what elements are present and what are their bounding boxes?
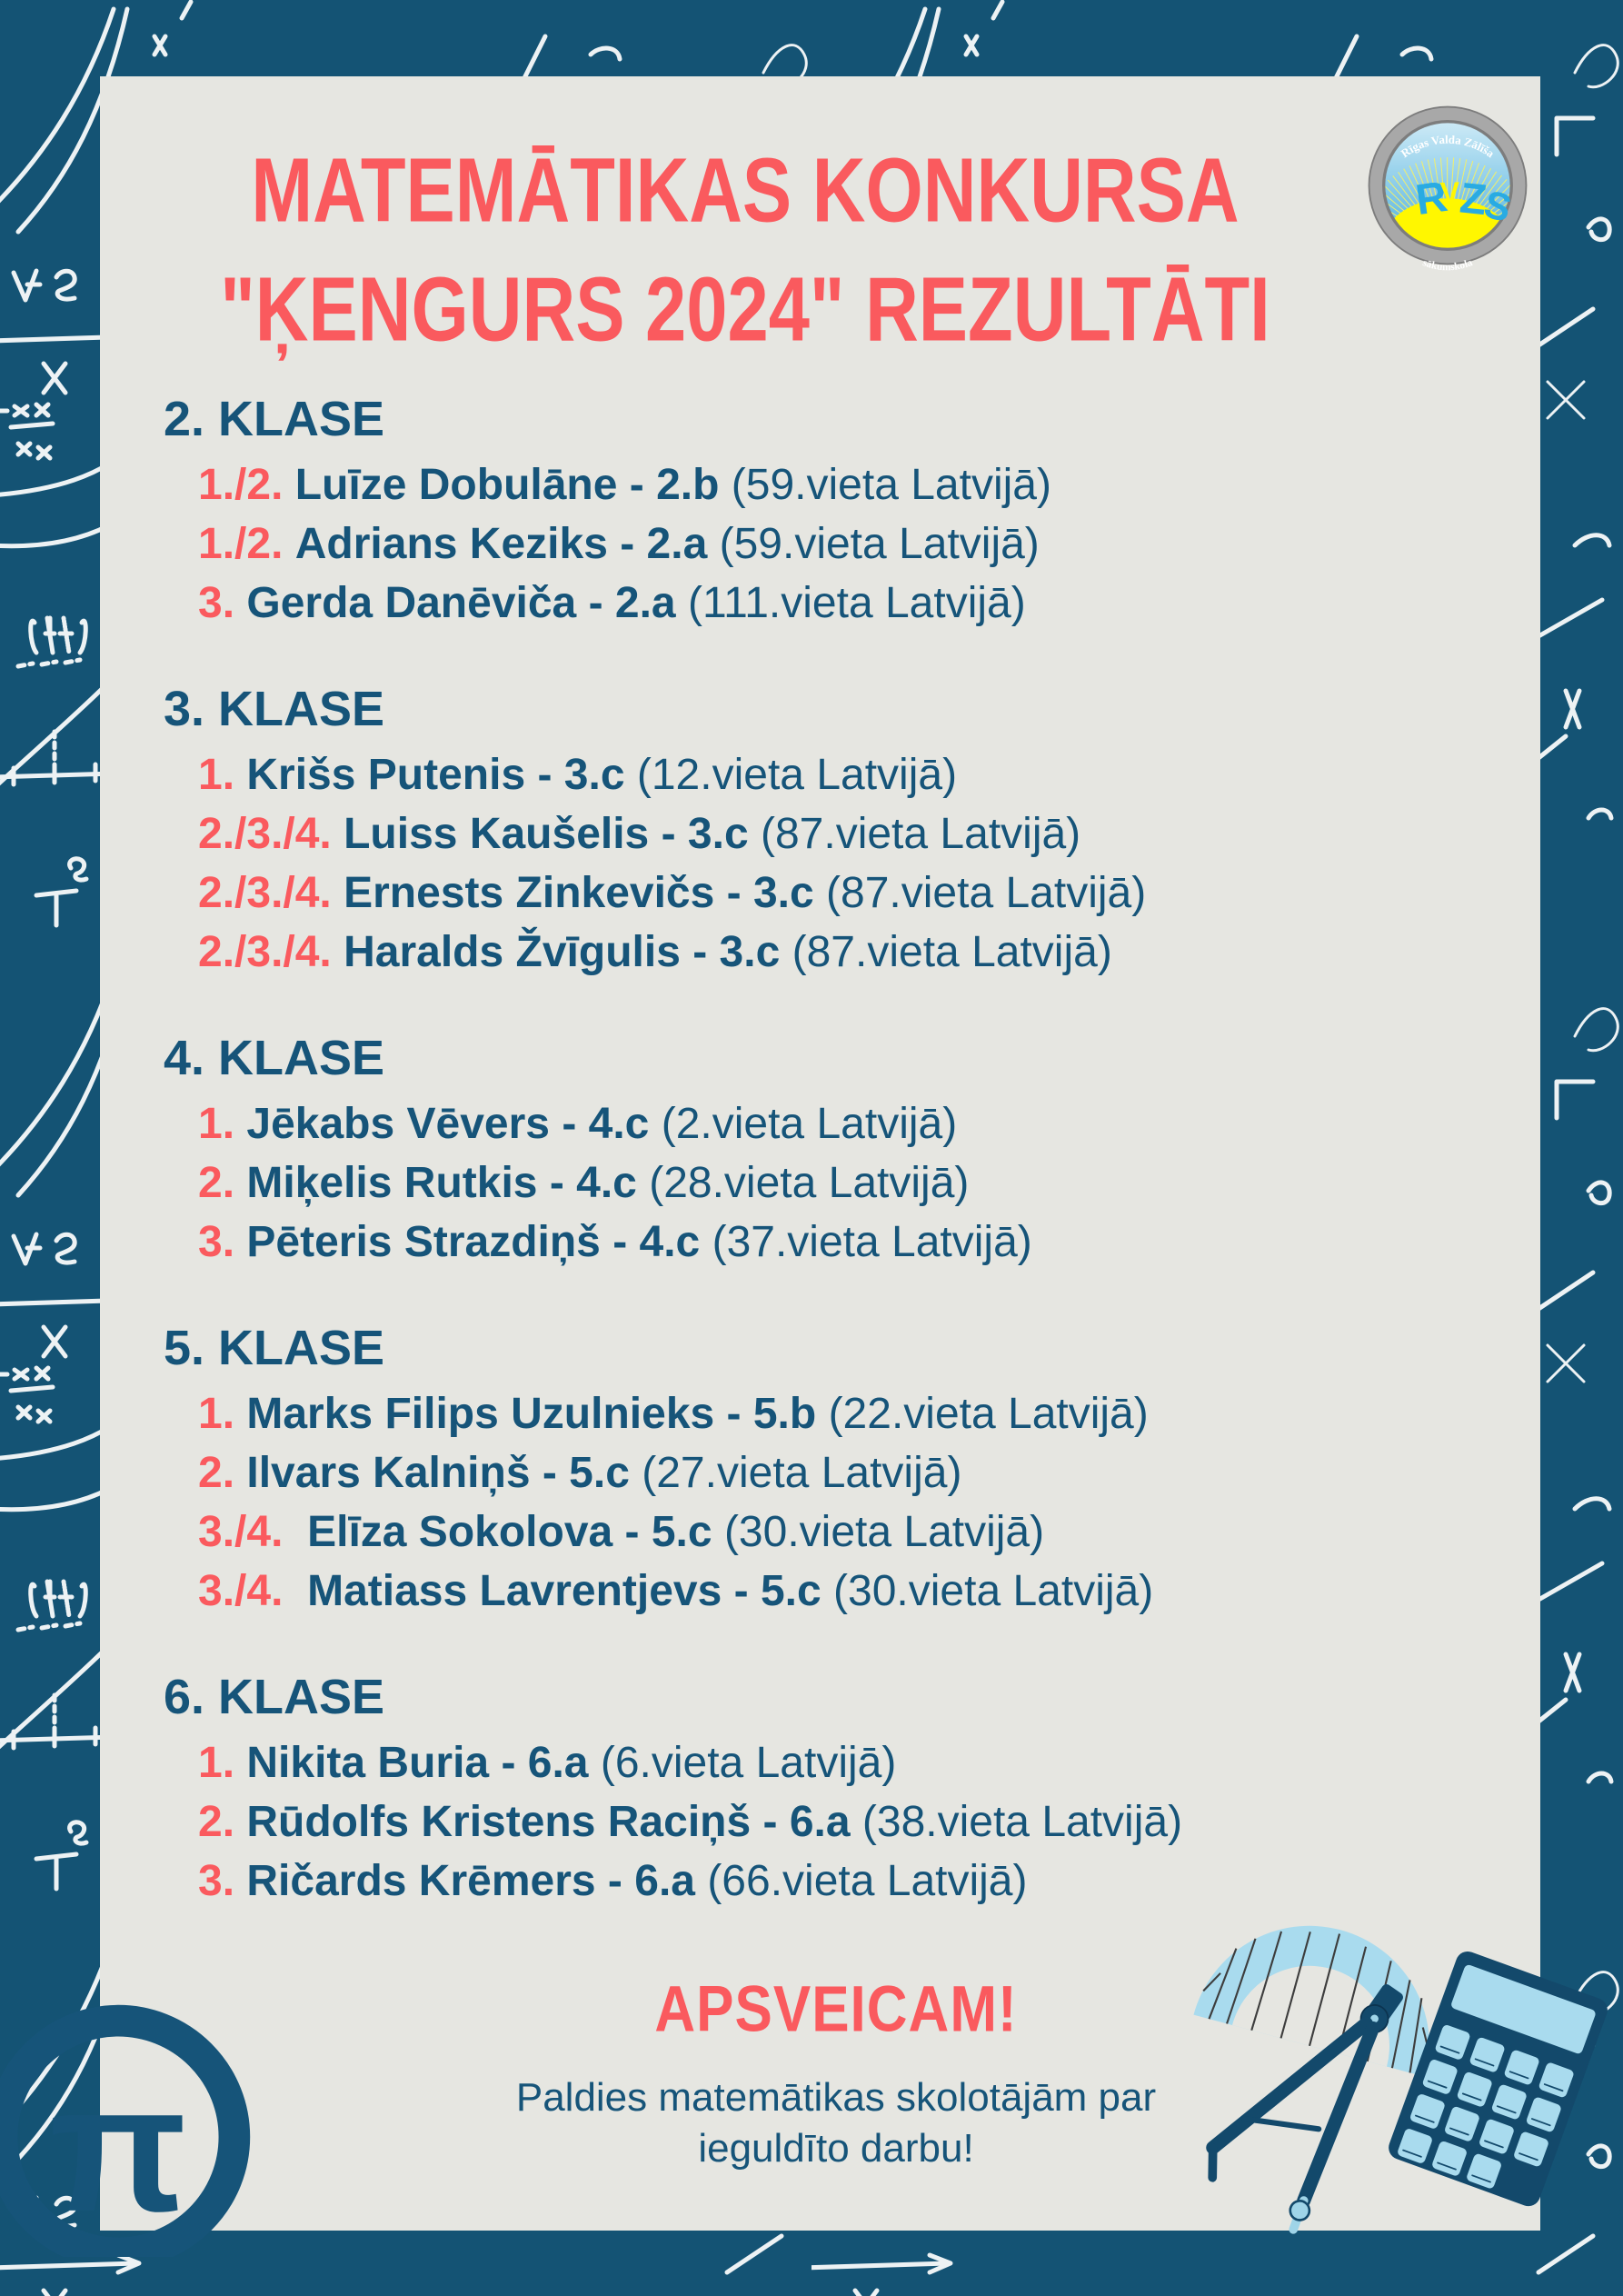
- svg-text:π: π: [49, 2048, 187, 2249]
- svg-text:V: V: [1439, 176, 1460, 210]
